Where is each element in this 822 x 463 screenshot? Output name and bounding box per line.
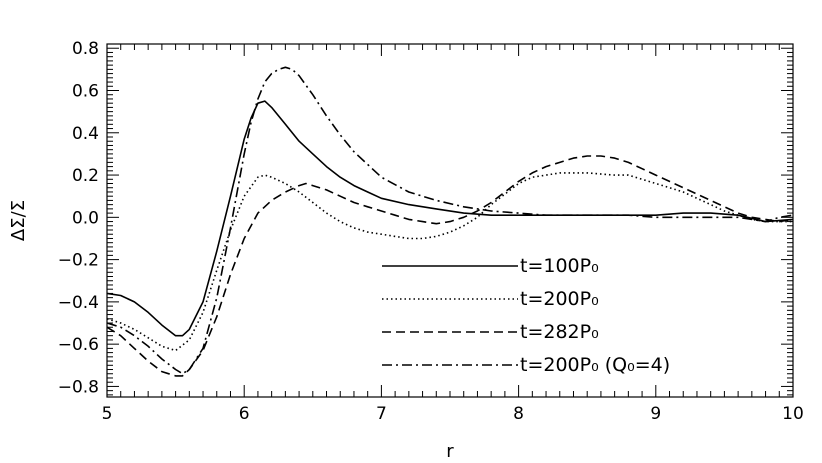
y-tick-label: −0.2 <box>58 251 99 271</box>
series-lines <box>106 66 794 377</box>
y-tick-label: 0.2 <box>72 166 99 186</box>
axes: 5 6 7 8 9 10 −0.8 −0.6 −0.4 −0.2 0.0 0.2 0.4 0.6 0.8 r Δ… <box>8 39 804 462</box>
y-tick-label: 0.8 <box>72 39 99 59</box>
x-tick-label: 9 <box>650 404 661 424</box>
y-tick-label: 0.4 <box>72 124 99 144</box>
legend-label-1: t=100P₀ <box>520 255 599 277</box>
x-tick-label: 8 <box>513 404 524 424</box>
y-tick-label: −0.8 <box>58 377 99 397</box>
legend: t=100P₀ t=200P₀ t=282P₀ t=200P₀ (Q₀=4) <box>382 255 670 376</box>
series-line-4 <box>106 66 794 375</box>
x-axis-title: r <box>446 441 454 462</box>
x-tick-label: 10 <box>782 404 804 424</box>
series-line-1 <box>106 100 794 337</box>
legend-label-3: t=282P₀ <box>520 321 599 343</box>
x-tick-label: 5 <box>102 404 113 424</box>
legend-label-2: t=200P₀ <box>520 288 599 310</box>
plot-frame <box>106 43 794 398</box>
x-tick-label: 7 <box>376 404 387 424</box>
legend-label-4: t=200P₀ (Q₀=4) <box>520 354 670 376</box>
y-tick-label: −0.6 <box>58 335 99 355</box>
series-line-2 <box>106 172 793 352</box>
series-line-3 <box>106 155 794 377</box>
y-tick-label: −0.4 <box>58 293 99 313</box>
y-tick-label: 0.6 <box>72 82 99 102</box>
y-tick-label: 0.0 <box>72 208 99 228</box>
y-axis-title: ΔΣ/Σ <box>8 200 29 241</box>
x-tick-label: 6 <box>239 404 250 424</box>
